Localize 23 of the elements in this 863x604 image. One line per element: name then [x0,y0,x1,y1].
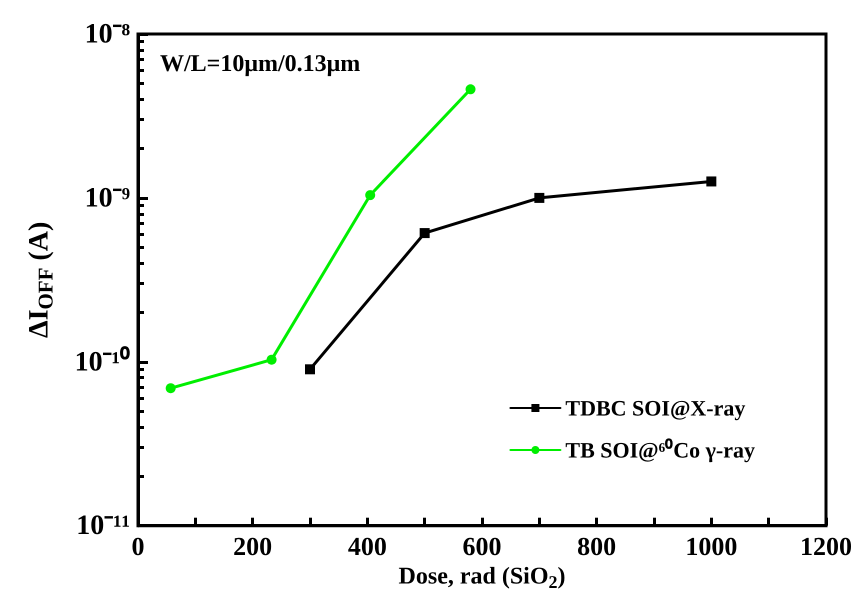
x-tick-label: 1000 [685,532,738,562]
legend-label: TDBC SOI@X-ray [565,396,746,420]
point [706,176,716,186]
y-tick-label: 10⁻¹⁰ [74,345,130,378]
y-axis-title: ΔIOFF (A) [24,222,58,338]
x-tick-label: 0 [132,532,144,562]
y-tick-label: 10⁻¹¹ [76,510,130,542]
legend-label: TB SOI@⁶⁰Co γ-ray [565,438,756,462]
point [266,354,277,365]
point [420,228,430,238]
point [305,364,315,374]
x-tick-label: 200 [233,532,272,562]
point [166,383,176,394]
point [534,192,544,203]
y-tick-label: 10⁻⁹ [84,182,130,214]
x-tick-label: 800 [577,532,616,562]
x-tick-label: 1200 [800,532,852,562]
x-tick-label: 400 [348,532,387,562]
x-tick-label: 600 [462,532,502,562]
point [466,84,476,94]
annotation: W/L=10μm/0.13μm [160,51,360,77]
y-tick-label: 10⁻⁸ [84,18,130,50]
point [365,190,376,200]
